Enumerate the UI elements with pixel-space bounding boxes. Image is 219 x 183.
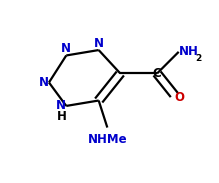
Text: N: N <box>94 37 104 50</box>
Text: C: C <box>153 67 161 80</box>
Text: NH: NH <box>179 45 199 58</box>
Text: 2: 2 <box>195 54 201 63</box>
Text: O: O <box>174 91 184 104</box>
Text: N: N <box>56 99 66 112</box>
Text: N: N <box>61 42 71 55</box>
Text: H: H <box>56 110 66 123</box>
Text: NHMe: NHMe <box>88 133 127 146</box>
Text: N: N <box>39 76 49 89</box>
